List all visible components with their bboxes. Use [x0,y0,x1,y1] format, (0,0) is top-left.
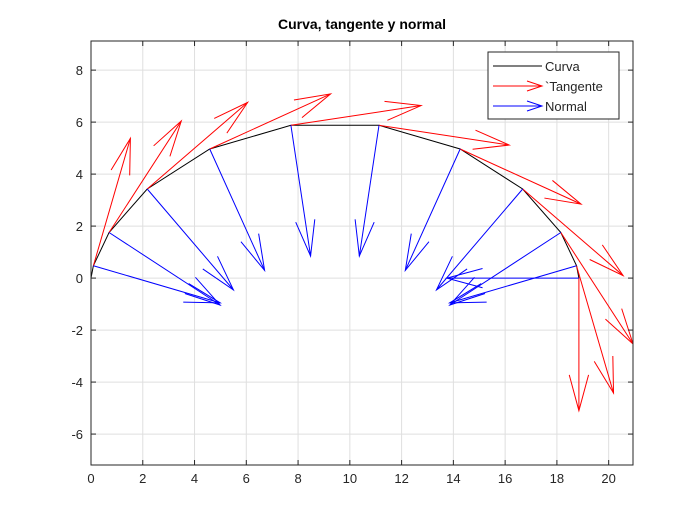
normal-arrow-head [202,256,235,292]
normal-arrow [93,265,223,304]
x-tick-label: 8 [294,471,301,486]
legend-normal-arrow-icon [493,100,544,112]
tangent-arrow [459,148,583,205]
tangent-arrow [378,124,512,150]
normal-arrow-shaft [290,125,312,257]
ticks: 0 2 4 6 8 10 12 14 16 18 20 -6 -4 -2 0 2 4 6 8 [71,41,633,486]
y-tick-label: -4 [71,375,83,390]
plot-marks [91,93,633,413]
normal-arrow-shaft [93,265,221,304]
tangent-arrow [290,100,423,126]
normal-arrow [290,125,316,258]
normal-arrow-head [404,233,430,273]
y-tick-label: -2 [71,323,83,338]
tangent-arrow-head [593,355,615,395]
tangent-arrow-shaft [290,105,422,126]
tangent-arrow-shaft [92,138,131,266]
y-tick-label: 0 [76,271,83,286]
tangent-arrow [209,93,333,150]
normal-arrow-shaft [358,125,380,257]
legend-tangent-arrow-icon [493,80,544,92]
normal-arrow-head [444,267,483,289]
x-tick-label: 20 [601,471,615,486]
x-tick-label: 14 [446,471,460,486]
normal-arrow-shaft [436,188,524,291]
tangent-arrow [92,136,131,266]
chart-title: Curva, tangente y normal [278,16,446,32]
normal-arrow-shaft [449,265,577,304]
normal-arrow-head [448,277,486,307]
tangent-arrow [560,232,633,345]
normal-arrow [108,232,222,307]
tangent-arrow-head [293,93,333,118]
normal-arrow-head [240,233,266,273]
tangent-arrow-head [605,308,633,345]
tangent-arrow-shaft [560,232,633,345]
curve-line [91,124,580,279]
tangent-arrow-shaft [108,120,182,233]
legend: Curva `Tangente Normal [487,51,620,120]
normal-arrow [354,125,380,258]
tangent-arrow-shaft [146,102,248,190]
legend-curve-label: Curva [545,59,580,74]
axes-box [90,40,634,466]
normal-arrow-head [295,219,316,258]
tangent-arrow [522,188,625,277]
normal-arrow-head [184,277,222,307]
grid [90,41,633,465]
x-tick-label: 12 [394,471,408,486]
normal-arrow-shaft [209,148,266,271]
tangent-arrow-shaft [459,148,582,205]
tangent-arrow-shaft [576,265,615,394]
normal-arrow-head [354,219,375,258]
y-tick-label: 6 [76,115,83,130]
y-tick-label: 8 [76,63,83,78]
tangent-arrow-head [153,119,183,157]
x-tick-label: 6 [243,471,250,486]
tangent-arrow [576,265,615,395]
y-tick-label: 4 [76,167,83,182]
normal-arrow-shaft [449,232,562,306]
legend-tangent-label: `Tangente [545,79,603,94]
normal-arrow-shaft [146,188,234,291]
normal-arrow [209,148,266,273]
normal-arrow [448,232,562,307]
x-tick-label: 16 [498,471,512,486]
tangent-arrow-head [589,244,625,277]
tangent-arrow-head [110,136,131,176]
legend-normal-label: Normal [545,99,587,114]
normal-arrow-head [447,283,487,304]
tangent-arrow-head [568,374,590,413]
x-tick-label: 18 [550,471,564,486]
normal-arrow [404,148,461,273]
y-tick-label: -6 [71,427,83,442]
x-tick-label: 4 [191,471,198,486]
tangent-arrow-head [544,180,583,205]
tangent-arrow [146,101,250,190]
tangent-arrow-head [384,100,423,121]
tangent-arrow-shaft [209,93,331,150]
normal-arrow [444,267,579,289]
y-tick-label: 2 [76,219,83,234]
normal-arrow-shaft [108,232,221,306]
normal-arrow [447,265,577,304]
normal-arrow-shaft [404,148,461,271]
tangent-arrow [108,119,183,233]
x-tick-label: 10 [343,471,357,486]
tangent-arrow-head [214,101,250,134]
tangent-arrow [568,278,590,413]
tangent-arrow-shaft [522,188,624,276]
x-tick-label: 0 [87,471,94,486]
normal-arrow-head [183,283,223,304]
tangent-arrow-shaft [378,124,510,146]
x-tick-label: 2 [139,471,146,486]
normal-arrow [146,188,235,292]
tangent-arrow-head [472,129,512,150]
